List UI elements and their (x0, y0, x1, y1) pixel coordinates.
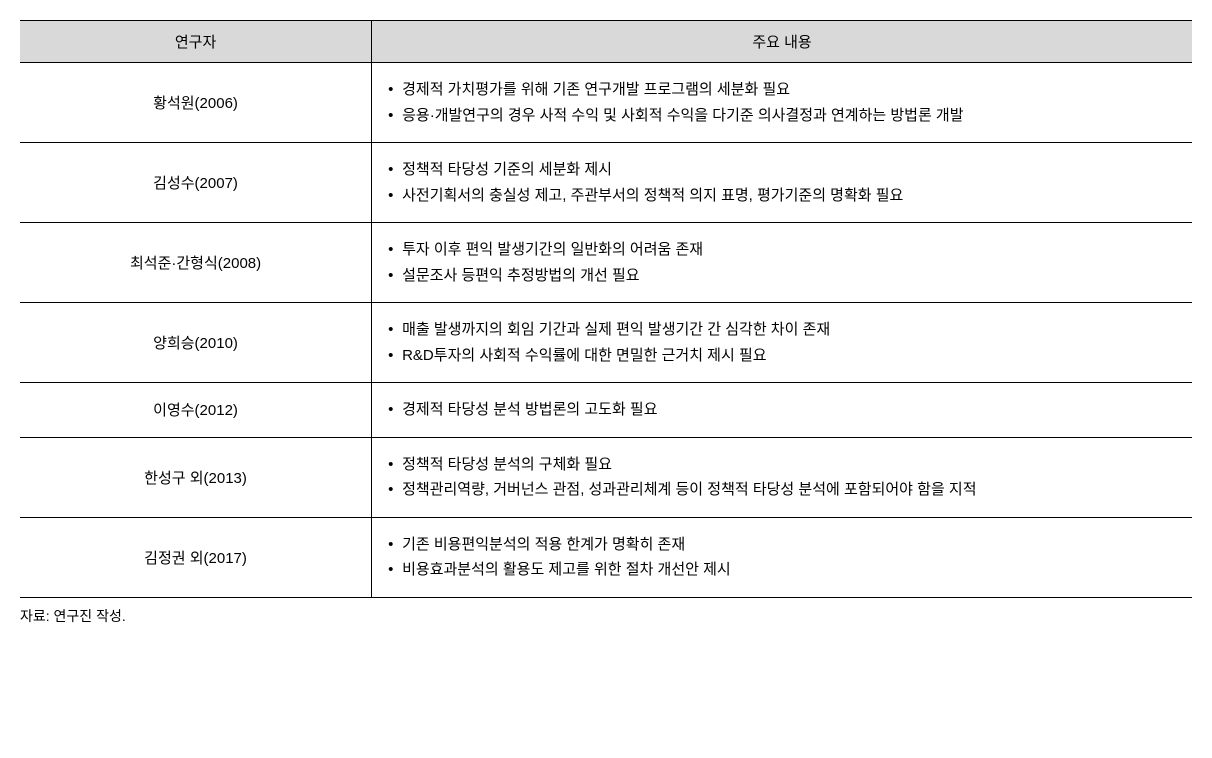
author-cell: 양희승(2010) (20, 303, 372, 383)
bullet-list: 정책적 타당성 분석의 구체화 필요정책관리역량, 거버넌스 관점, 성과관리체… (384, 452, 1180, 503)
header-author: 연구자 (20, 21, 372, 63)
content-cell: 매출 발생까지의 회임 기간과 실제 편익 발생기간 간 심각한 차이 존재R&… (372, 303, 1192, 383)
table-body: 황석원(2006)경제적 가치평가를 위해 기존 연구개발 프로그램의 세분화 … (20, 63, 1192, 598)
content-cell: 투자 이후 편익 발생기간의 일반화의 어려움 존재설문조사 등편익 추정방법의… (372, 223, 1192, 303)
bullet-item: 경제적 가치평가를 위해 기존 연구개발 프로그램의 세분화 필요 (384, 77, 1180, 103)
bullet-item: 사전기획서의 충실성 제고, 주관부서의 정책적 의지 표명, 평가기준의 명확… (384, 183, 1180, 209)
author-cell: 한성구 외(2013) (20, 437, 372, 517)
bullet-list: 경제적 가치평가를 위해 기존 연구개발 프로그램의 세분화 필요응용·개발연구… (384, 77, 1180, 128)
bullet-list: 투자 이후 편익 발생기간의 일반화의 어려움 존재설문조사 등편익 추정방법의… (384, 237, 1180, 288)
bullet-list: 정책적 타당성 기준의 세분화 제시사전기획서의 충실성 제고, 주관부서의 정… (384, 157, 1180, 208)
author-cell: 황석원(2006) (20, 63, 372, 143)
header-content: 주요 내용 (372, 21, 1192, 63)
bullet-item: 응용·개발연구의 경우 사적 수익 및 사회적 수익을 다기준 의사결정과 연계… (384, 103, 1180, 129)
table-row: 한성구 외(2013)정책적 타당성 분석의 구체화 필요정책관리역량, 거버넌… (20, 437, 1192, 517)
source-note: 자료: 연구진 작성. (20, 606, 1192, 626)
bullet-item: R&D투자의 사회적 수익률에 대한 면밀한 근거치 제시 필요 (384, 343, 1180, 369)
content-cell: 정책적 타당성 분석의 구체화 필요정책관리역량, 거버넌스 관점, 성과관리체… (372, 437, 1192, 517)
table-row: 이영수(2012) 경제적 타당성 분석 방법론의 고도화 필요 (20, 383, 1192, 438)
author-cell: 김성수(2007) (20, 143, 372, 223)
author-cell: 이영수(2012) (20, 383, 372, 438)
table-row: 양희승(2010)매출 발생까지의 회임 기간과 실제 편익 발생기간 간 심각… (20, 303, 1192, 383)
table-row: 황석원(2006)경제적 가치평가를 위해 기존 연구개발 프로그램의 세분화 … (20, 63, 1192, 143)
literature-review-table-wrapper: 연구자 주요 내용 황석원(2006)경제적 가치평가를 위해 기존 연구개발 … (20, 20, 1192, 626)
content-cell: 정책적 타당성 기준의 세분화 제시사전기획서의 충실성 제고, 주관부서의 정… (372, 143, 1192, 223)
content-cell: 경제적 가치평가를 위해 기존 연구개발 프로그램의 세분화 필요응용·개발연구… (372, 63, 1192, 143)
bullet-list: 기존 비용편익분석의 적용 한계가 명확히 존재비용효과분석의 활용도 제고를 … (384, 532, 1180, 583)
bullet-item: 정책적 타당성 기준의 세분화 제시 (384, 157, 1180, 183)
bullet-item: 정책관리역량, 거버넌스 관점, 성과관리체계 등이 정책적 타당성 분석에 포… (384, 477, 1180, 503)
table-row: 김정권 외(2017)기존 비용편익분석의 적용 한계가 명확히 존재비용효과분… (20, 517, 1192, 597)
table-row: 김성수(2007)정책적 타당성 기준의 세분화 제시사전기획서의 충실성 제고… (20, 143, 1192, 223)
bullet-item: 투자 이후 편익 발생기간의 일반화의 어려움 존재 (384, 237, 1180, 263)
bullet-item: 매출 발생까지의 회임 기간과 실제 편익 발생기간 간 심각한 차이 존재 (384, 317, 1180, 343)
bullet-item: 정책적 타당성 분석의 구체화 필요 (384, 452, 1180, 478)
bullet-item: 비용효과분석의 활용도 제고를 위한 절차 개선안 제시 (384, 557, 1180, 583)
table-row: 최석준·간형식(2008)투자 이후 편익 발생기간의 일반화의 어려움 존재설… (20, 223, 1192, 303)
literature-review-table: 연구자 주요 내용 황석원(2006)경제적 가치평가를 위해 기존 연구개발 … (20, 20, 1192, 598)
bullet-item: 경제적 타당성 분석 방법론의 고도화 필요 (384, 397, 1180, 423)
bullet-list: 매출 발생까지의 회임 기간과 실제 편익 발생기간 간 심각한 차이 존재R&… (384, 317, 1180, 368)
bullet-item: 설문조사 등편익 추정방법의 개선 필요 (384, 263, 1180, 289)
author-cell: 김정권 외(2017) (20, 517, 372, 597)
table-header-row: 연구자 주요 내용 (20, 21, 1192, 63)
content-cell: 경제적 타당성 분석 방법론의 고도화 필요 (372, 383, 1192, 438)
content-cell: 기존 비용편익분석의 적용 한계가 명확히 존재비용효과분석의 활용도 제고를 … (372, 517, 1192, 597)
bullet-item: 기존 비용편익분석의 적용 한계가 명확히 존재 (384, 532, 1180, 558)
bullet-list: 경제적 타당성 분석 방법론의 고도화 필요 (384, 397, 1180, 423)
author-cell: 최석준·간형식(2008) (20, 223, 372, 303)
